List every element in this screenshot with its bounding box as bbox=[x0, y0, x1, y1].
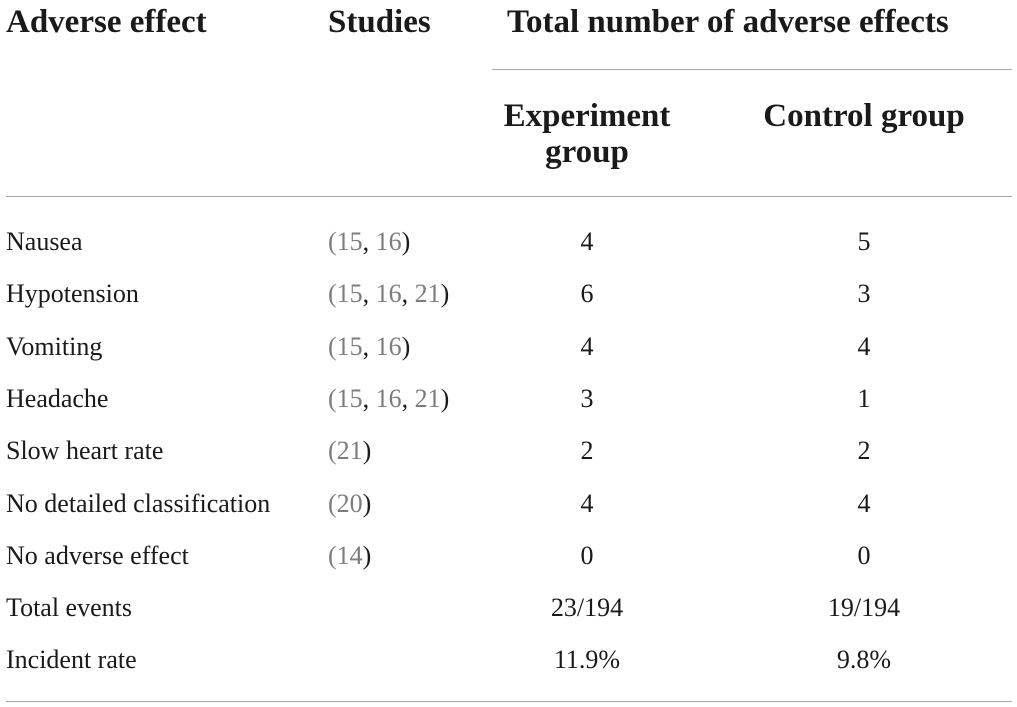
study-reference-link[interactable]: 16 bbox=[375, 227, 402, 256]
row-control-value: 5 bbox=[857, 227, 871, 256]
row-experiment-value: 4 bbox=[580, 227, 594, 256]
row-effect-label: No adverse effect bbox=[6, 541, 189, 570]
row-control-value: 4 bbox=[857, 332, 871, 361]
row-experiment-value: 0 bbox=[580, 541, 594, 570]
header-experiment-line1: Experiment bbox=[503, 98, 671, 134]
row-effect-label: Headache bbox=[6, 384, 109, 413]
row-study-refs: (14) bbox=[328, 541, 372, 570]
row-study-refs: (15, 16, 21) bbox=[328, 279, 450, 308]
row-study-refs: (20) bbox=[328, 489, 372, 518]
row-experiment-value: 2 bbox=[580, 436, 594, 465]
study-reference-link[interactable]: 14 bbox=[336, 541, 363, 570]
study-reference-link[interactable]: 16 bbox=[375, 279, 402, 308]
row-control-value: 3 bbox=[857, 279, 871, 308]
row-control-value: 9.8% bbox=[836, 645, 892, 674]
row-study-refs: (15, 16, 21) bbox=[328, 384, 450, 413]
table-bottom-rule bbox=[6, 701, 1012, 702]
row-control-value: 1 bbox=[857, 384, 871, 413]
study-reference-link[interactable]: 21 bbox=[336, 436, 363, 465]
study-reference-link[interactable]: 15 bbox=[336, 332, 363, 361]
row-effect-label: Nausea bbox=[6, 227, 83, 256]
header-adverse-effect: Adverse effect bbox=[6, 4, 207, 40]
study-reference-link[interactable]: 21 bbox=[414, 384, 441, 413]
study-reference-link[interactable]: 16 bbox=[375, 384, 402, 413]
row-experiment-value: 3 bbox=[580, 384, 594, 413]
header-studies: Studies bbox=[328, 4, 431, 40]
header-bottom-rule bbox=[6, 196, 1012, 197]
row-effect-label: Incident rate bbox=[6, 645, 137, 674]
header-group-rule bbox=[492, 69, 1012, 70]
row-effect-label: Vomiting bbox=[6, 332, 103, 361]
row-effect-label: Slow heart rate bbox=[6, 436, 164, 465]
header-experiment-line2: group bbox=[545, 134, 629, 170]
row-experiment-value: 11.9% bbox=[553, 645, 621, 674]
header-total-adverse-effects: Total number of adverse effects bbox=[507, 4, 949, 40]
row-experiment-value: 4 bbox=[580, 332, 594, 361]
row-control-value: 0 bbox=[857, 541, 871, 570]
study-reference-link[interactable]: 15 bbox=[336, 227, 363, 256]
row-effect-label: No detailed classification bbox=[6, 489, 271, 518]
study-reference-link[interactable]: 15 bbox=[336, 279, 363, 308]
row-experiment-value: 6 bbox=[580, 279, 594, 308]
row-effect-label: Hypotension bbox=[6, 279, 139, 308]
row-control-value: 4 bbox=[857, 489, 871, 518]
row-study-refs: (21) bbox=[328, 436, 372, 465]
row-control-value: 19/194 bbox=[827, 593, 901, 622]
study-reference-link[interactable]: 16 bbox=[375, 332, 402, 361]
row-control-value: 2 bbox=[857, 436, 871, 465]
row-study-refs: (15, 16) bbox=[328, 227, 411, 256]
study-reference-link[interactable]: 20 bbox=[336, 489, 363, 518]
study-reference-link[interactable]: 15 bbox=[336, 384, 363, 413]
study-reference-link[interactable]: 21 bbox=[414, 279, 441, 308]
header-experiment-group: Experiment group bbox=[492, 98, 682, 170]
row-experiment-value: 4 bbox=[580, 489, 594, 518]
header-control-group: Control group bbox=[763, 98, 965, 134]
row-experiment-value: 23/194 bbox=[550, 593, 624, 622]
row-study-refs: (15, 16) bbox=[328, 332, 411, 361]
row-effect-label: Total events bbox=[6, 593, 132, 622]
